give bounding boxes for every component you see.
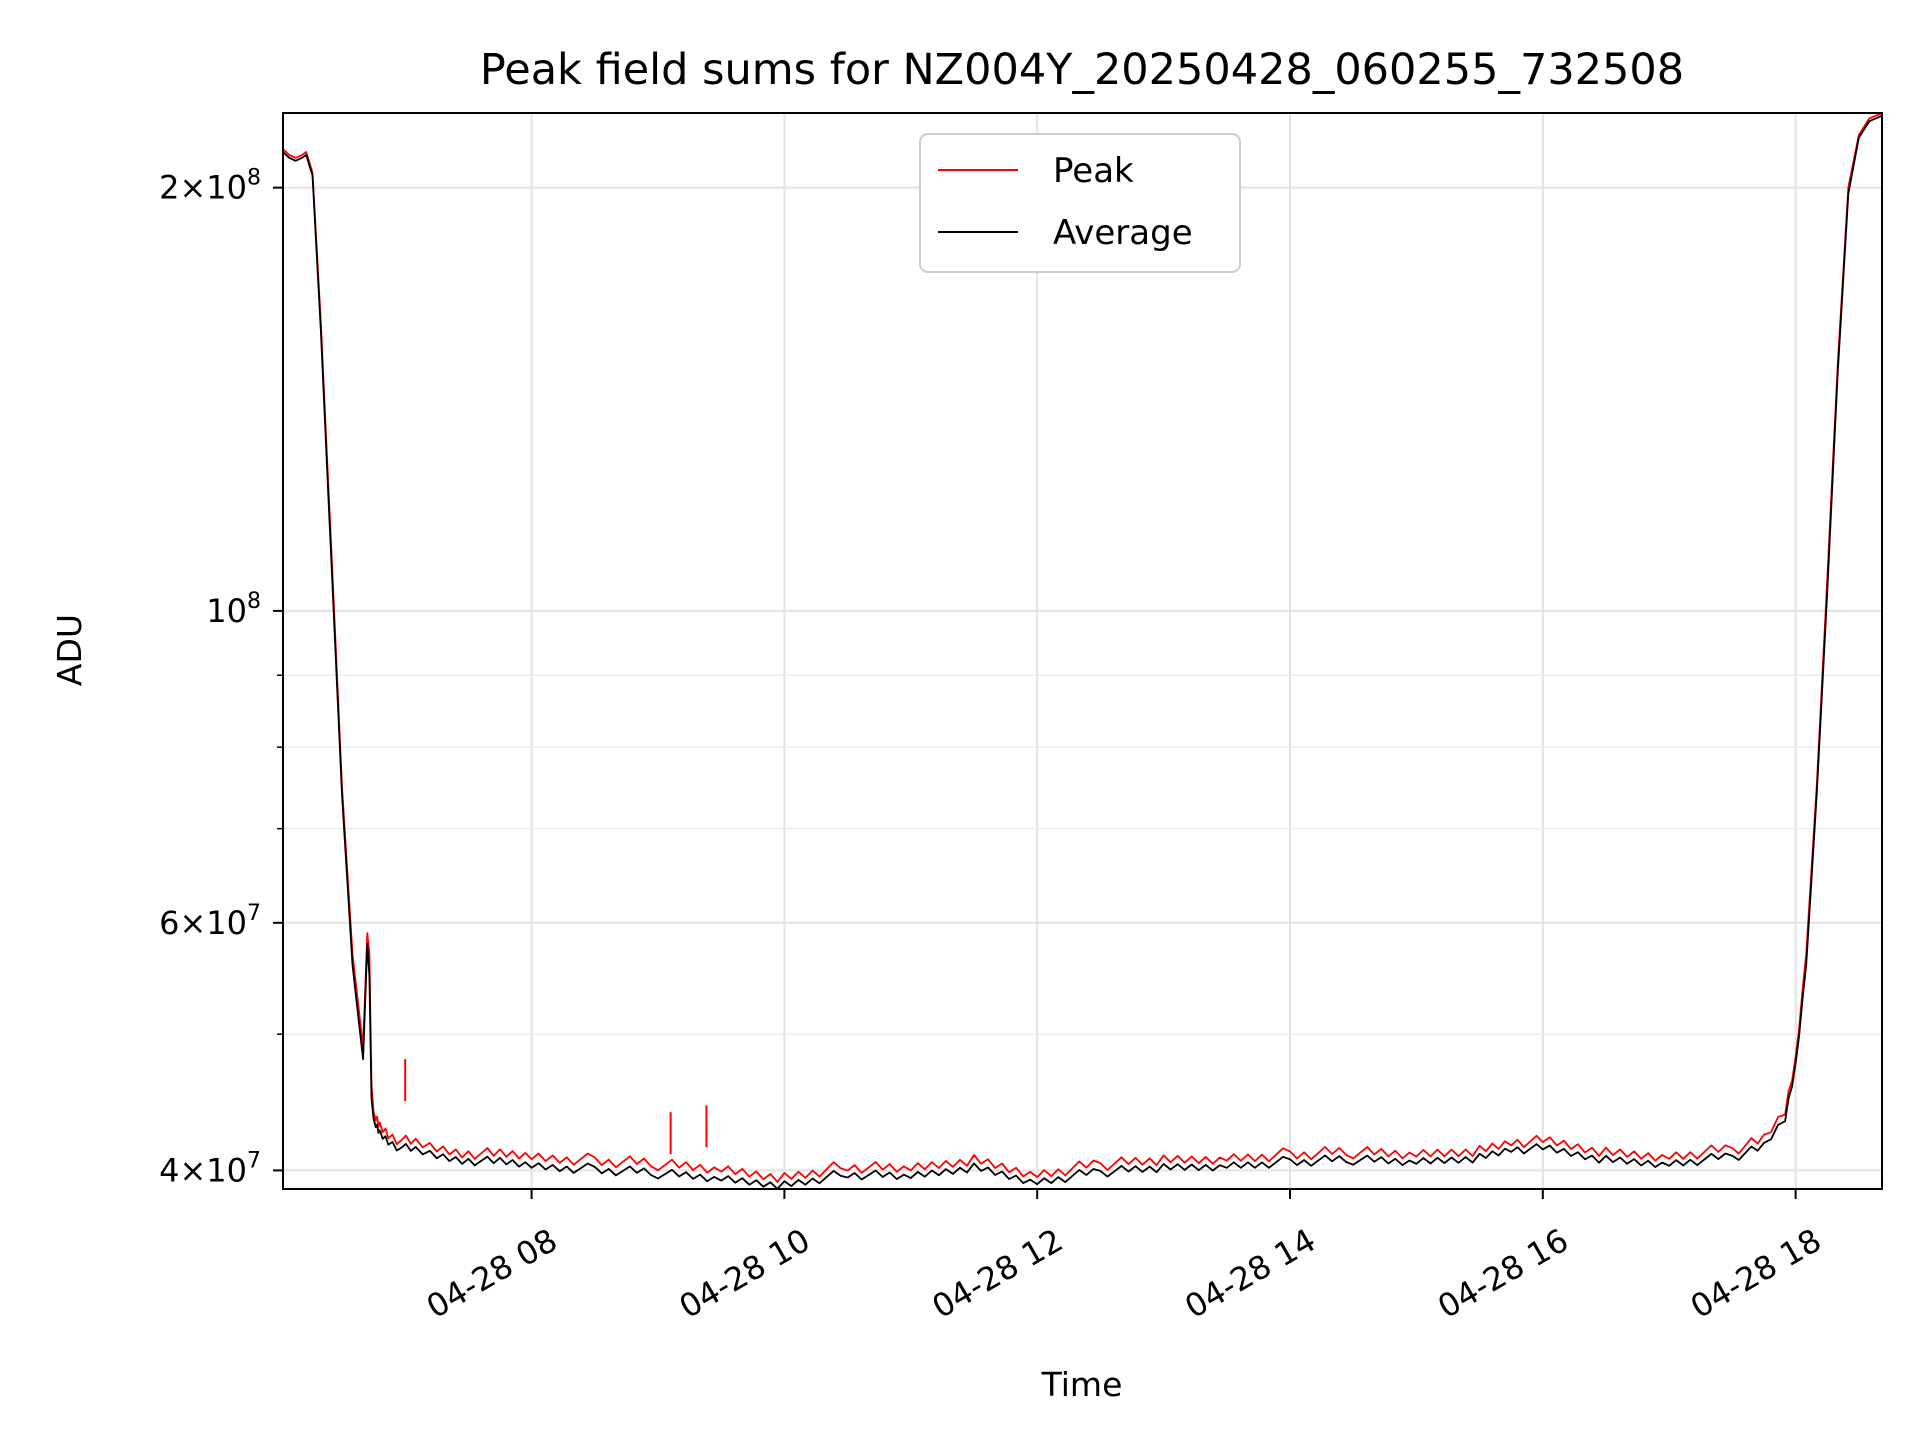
y-tick-base: 10: [206, 592, 247, 630]
y-tick-times: ×10: [179, 1151, 247, 1189]
series-line-peak: [282, 112, 1883, 1183]
y-tick-exponent: 7: [247, 901, 261, 926]
y-tick-label: 4×107: [159, 1148, 261, 1189]
legend-box: [919, 133, 1241, 273]
y-tick-mantissa: 2: [159, 169, 179, 207]
legend: Peak Average: [919, 133, 1241, 273]
y-tick-times: ×10: [179, 904, 247, 942]
y-axis-label: ADU: [50, 614, 89, 686]
y-tick-label: 6×107: [159, 901, 261, 942]
y-tick-exponent: 8: [247, 166, 261, 191]
legend-label-average: Average: [1053, 213, 1193, 253]
y-tick-label: 108: [206, 589, 261, 630]
legend-label-peak: Peak: [1053, 151, 1134, 191]
y-tick-exponent: 8: [247, 589, 261, 614]
y-tick-times: ×10: [179, 169, 247, 207]
chart-title: Peak field sums for NZ004Y_20250428_0602…: [480, 45, 1684, 95]
series-layer: [282, 112, 1883, 1190]
x-axis-label: Time: [1041, 1365, 1123, 1404]
y-tick-mantissa: 4: [159, 1151, 179, 1189]
y-tick-exponent: 7: [247, 1148, 261, 1173]
series-line-average: [282, 114, 1883, 1190]
y-tick-mantissa: 6: [159, 904, 179, 942]
y-tick-label: 2×108: [159, 166, 261, 207]
plot-frame: [282, 112, 1883, 1190]
